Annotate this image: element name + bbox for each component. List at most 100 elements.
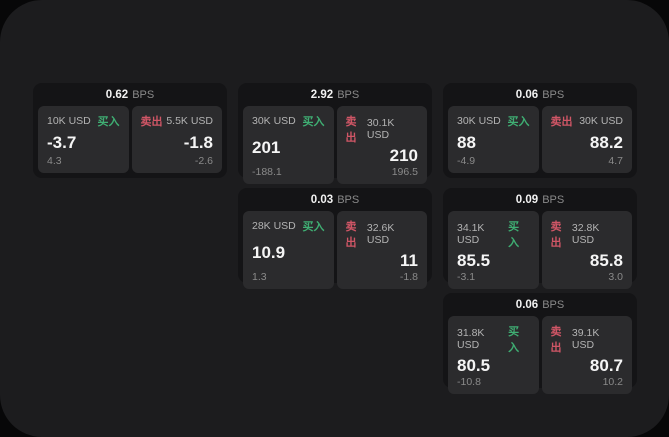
- sell-amount: 32.8K USD: [571, 222, 600, 246]
- sell-tile-top: 卖出 30.1K USD: [346, 113, 419, 145]
- sell-tile-top: 卖出 30K USD: [551, 113, 624, 129]
- bps-value: 0.03: [310, 193, 334, 206]
- sell-tile[interactable]: 卖出 30K USD 88.2 4.7: [541, 106, 632, 173]
- card-header: 0.62 BPS: [33, 83, 227, 106]
- sell-delta: 10.2: [602, 376, 623, 388]
- buy-tile-top: 31.8K USD 买入: [457, 323, 530, 355]
- card-header: 0.06 BPS: [443, 293, 637, 316]
- card-header: 0.03 BPS: [238, 188, 432, 211]
- buy-delta: -188.1: [252, 166, 282, 178]
- sell-tile-top: 卖出 32.6K USD: [346, 218, 419, 250]
- quote-card: 0.09 BPS 34.1K USD 买入 85.5 -3.1 卖出 32.8K…: [443, 188, 637, 289]
- card-header: 0.09 BPS: [443, 188, 637, 211]
- sell-amount: 39.1K USD: [571, 327, 600, 351]
- sell-amount: 30K USD: [579, 115, 623, 127]
- sell-price: 11: [400, 251, 418, 270]
- buy-price: 88: [457, 132, 476, 152]
- sell-tile[interactable]: 卖出 32.8K USD 85.8 3.0: [541, 211, 632, 289]
- quote-card: 0.03 BPS 28K USD 买入 10.9 1.3 卖出 32.6K US…: [238, 188, 432, 289]
- quotes-grid: 0.62 BPS 10K USD 买入 -3.7 4.3 卖出 5.5K USD: [33, 83, 637, 394]
- buy-price: 85.5: [457, 251, 491, 270]
- buy-tile-top: 28K USD 买入: [252, 218, 325, 234]
- buy-amount: 28K USD: [252, 220, 296, 232]
- sell-amount: 5.5K USD: [166, 115, 213, 127]
- bps-value: 0.06: [515, 298, 539, 311]
- buy-amount: 34.1K USD: [457, 222, 485, 246]
- sell-label: 卖出: [345, 116, 357, 144]
- sell-label: 卖出: [140, 116, 163, 128]
- buy-amount: 30K USD: [457, 115, 501, 127]
- buy-delta: 4.3: [47, 155, 62, 167]
- bps-value: 2.92: [310, 88, 334, 101]
- buy-tile-top: 30K USD 买入: [457, 113, 530, 129]
- buy-tile-top: 34.1K USD 买入: [457, 218, 530, 250]
- sell-amount: 32.6K USD: [366, 222, 395, 246]
- buy-delta: -10.8: [457, 376, 481, 388]
- sell-tile-top: 卖出 32.8K USD: [551, 218, 624, 250]
- sell-label: 卖出: [345, 221, 357, 249]
- card-body: 34.1K USD 买入 85.5 -3.1 卖出 32.8K USD 85.8…: [443, 211, 637, 294]
- sell-delta: -2.6: [194, 155, 213, 167]
- sell-label: 卖出: [550, 221, 562, 249]
- buy-tile[interactable]: 30K USD 买入 88 -4.9: [448, 106, 539, 173]
- sell-label: 卖出: [550, 116, 573, 128]
- sell-price: -1.8: [183, 132, 213, 152]
- buy-label: 买入: [507, 116, 530, 128]
- bps-unit-label: BPS: [337, 88, 360, 101]
- buy-label: 买入: [302, 116, 325, 128]
- card-header: 2.92 BPS: [238, 83, 432, 106]
- bps-unit-label: BPS: [337, 193, 360, 206]
- quote-card: 0.06 BPS 30K USD 买入 88 -4.9 卖出 30K USD: [443, 83, 637, 178]
- sell-delta: 3.0: [608, 271, 623, 283]
- card-body: 30K USD 买入 201 -188.1 卖出 30.1K USD 210 1…: [238, 106, 432, 189]
- buy-price: 80.5: [457, 356, 491, 375]
- sell-tile[interactable]: 卖出 39.1K USD 80.7 10.2: [541, 316, 632, 394]
- quote-card: 2.92 BPS 30K USD 买入 201 -188.1 卖出 30.1K …: [238, 83, 432, 184]
- buy-label: 买入: [508, 221, 520, 249]
- bps-unit-label: BPS: [542, 193, 565, 206]
- buy-tile[interactable]: 30K USD 买入 201 -188.1: [243, 106, 334, 184]
- buy-price: 201: [252, 138, 281, 157]
- sell-label: 卖出: [550, 326, 562, 354]
- bps-value: 0.62: [105, 88, 129, 101]
- sell-tile[interactable]: 卖出 30.1K USD 210 196.5: [336, 106, 427, 184]
- sell-tile[interactable]: 卖出 5.5K USD -1.8 -2.6: [131, 106, 222, 173]
- bps-unit-label: BPS: [132, 88, 155, 101]
- buy-tile[interactable]: 28K USD 买入 10.9 1.3: [243, 211, 334, 289]
- buy-label: 买入: [97, 116, 120, 128]
- buy-price: 10.9: [252, 243, 286, 262]
- sell-delta: 4.7: [608, 155, 623, 167]
- bps-value: 0.06: [515, 88, 539, 101]
- card-body: 30K USD 买入 88 -4.9 卖出 30K USD 88.2 4.7: [443, 106, 637, 178]
- card-body: 28K USD 买入 10.9 1.3 卖出 32.6K USD 11 -1.8: [238, 211, 432, 294]
- buy-delta: 1.3: [252, 271, 267, 283]
- sell-delta: 196.5: [391, 166, 418, 178]
- buy-price: -3.7: [47, 132, 77, 152]
- card-body: 10K USD 买入 -3.7 4.3 卖出 5.5K USD -1.8 -2.…: [33, 106, 227, 178]
- buy-delta: -3.1: [457, 271, 476, 283]
- buy-label: 买入: [508, 326, 520, 354]
- sell-tile-top: 卖出 5.5K USD: [141, 113, 214, 129]
- card-body: 31.8K USD 买入 80.5 -10.8 卖出 39.1K USD 80.…: [443, 316, 637, 399]
- bps-unit-label: BPS: [542, 88, 565, 101]
- buy-label: 买入: [302, 221, 325, 233]
- sell-price: 80.7: [589, 356, 623, 375]
- buy-amount: 10K USD: [47, 115, 91, 127]
- card-header: 0.06 BPS: [443, 83, 637, 106]
- buy-amount: 30K USD: [252, 115, 296, 127]
- buy-tile[interactable]: 31.8K USD 买入 80.5 -10.8: [448, 316, 539, 394]
- sell-tile-top: 卖出 39.1K USD: [551, 323, 624, 355]
- sell-price: 88.2: [589, 132, 623, 152]
- sell-delta: -1.8: [399, 271, 418, 283]
- sell-price: 210: [389, 146, 418, 165]
- sell-price: 85.8: [589, 251, 623, 270]
- buy-tile[interactable]: 10K USD 买入 -3.7 4.3: [38, 106, 129, 173]
- bps-value: 0.09: [515, 193, 539, 206]
- buy-tile-top: 30K USD 买入: [252, 113, 325, 129]
- sell-tile[interactable]: 卖出 32.6K USD 11 -1.8: [336, 211, 427, 289]
- sell-amount: 30.1K USD: [366, 117, 395, 141]
- quote-card: 0.62 BPS 10K USD 买入 -3.7 4.3 卖出 5.5K USD: [33, 83, 227, 178]
- buy-tile[interactable]: 34.1K USD 买入 85.5 -3.1: [448, 211, 539, 289]
- buy-tile-top: 10K USD 买入: [47, 113, 120, 129]
